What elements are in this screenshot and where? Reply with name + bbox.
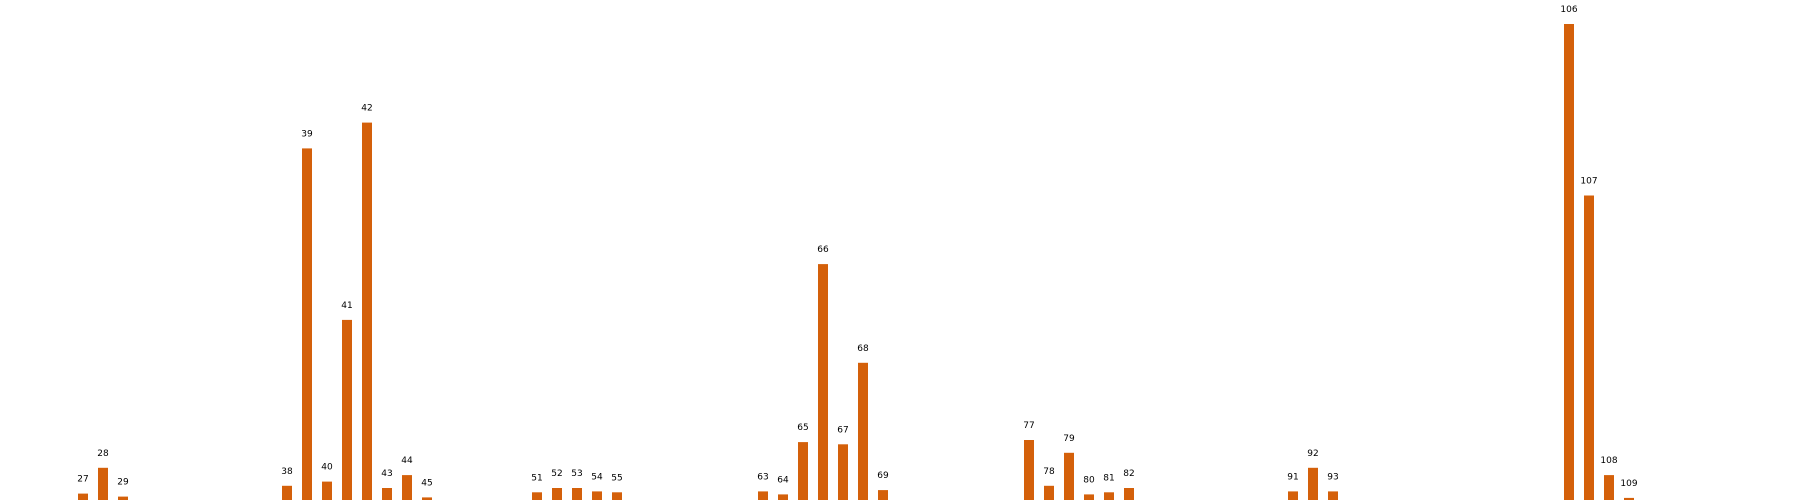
bar-label-108: 108 [1600,456,1617,466]
bar-78 [1044,485,1054,500]
bar-64 [778,494,788,500]
bar-label-39: 39 [301,129,313,139]
bar-label-29: 29 [117,478,129,488]
bar-label-79: 79 [1063,434,1075,444]
bar-68 [858,362,868,500]
bar-67 [838,444,848,500]
bar-label-53: 53 [571,469,582,479]
bar-label-52: 52 [551,469,562,479]
bar-label-68: 68 [857,344,869,354]
bar-label-67: 67 [837,425,848,435]
bar-label-80: 80 [1083,475,1095,485]
bar-39 [302,148,312,500]
bar-42 [362,122,372,500]
bar-55 [612,492,622,500]
bar-77 [1024,440,1034,500]
bar-label-64: 64 [777,475,789,485]
bar-54 [592,491,602,500]
bar-63 [758,491,768,500]
bar-label-43: 43 [381,469,392,479]
bar-80 [1084,494,1094,500]
bar-53 [572,488,582,500]
bar-28 [98,467,108,500]
bar-label-42: 42 [361,104,372,114]
bar-label-41: 41 [341,301,352,311]
bar-29 [118,496,128,500]
bar-38 [282,485,292,500]
bar-label-27: 27 [77,475,88,485]
bar-43 [382,488,392,500]
bar-label-28: 28 [97,449,109,459]
bar-52 [552,488,562,500]
bar-label-92: 92 [1307,449,1318,459]
bar-label-82: 82 [1123,469,1134,479]
bar-69 [878,490,888,500]
bar-label-65: 65 [797,423,808,433]
bar-93 [1328,491,1338,500]
bar-107 [1584,195,1594,500]
bar-label-63: 63 [757,472,768,482]
bar-45 [422,497,432,500]
bar-label-106: 106 [1560,5,1577,15]
bar-82 [1124,488,1134,500]
bar-label-54: 54 [591,472,603,482]
bar-27 [78,493,88,500]
bar-41 [342,319,352,500]
bar-label-93: 93 [1327,472,1338,482]
bar-label-69: 69 [877,471,889,481]
bar-label-38: 38 [281,467,293,477]
bar-109 [1624,497,1634,500]
bar-40 [322,481,332,500]
bar-91 [1288,491,1298,500]
bar-79 [1064,452,1074,500]
bar-92 [1308,467,1318,500]
bar-label-77: 77 [1023,421,1034,431]
bar-label-107: 107 [1580,177,1597,187]
bar-65 [798,442,808,500]
labels-layer: 27 28 29 38 39 40 41 42 43 44 45 51 52 53 54 55 63 64 65 66… [77,5,1638,489]
bar-51 [532,492,542,500]
bar-label-109: 109 [1620,479,1637,489]
bar-label-55: 55 [611,473,622,483]
bar-66 [818,264,828,500]
bar-label-81: 81 [1103,473,1114,483]
bar-106 [1564,24,1574,500]
bar-label-45: 45 [421,478,432,488]
bar-label-78: 78 [1043,467,1055,477]
bar-label-51: 51 [531,473,542,483]
bar-108 [1604,475,1614,500]
bar-label-91: 91 [1287,472,1298,482]
bar-81 [1104,492,1114,500]
bar-label-44: 44 [401,456,413,466]
bar-44 [402,475,412,500]
bar-label-40: 40 [321,463,333,473]
bar-label-66: 66 [817,245,829,255]
bars-layer [78,24,1634,500]
